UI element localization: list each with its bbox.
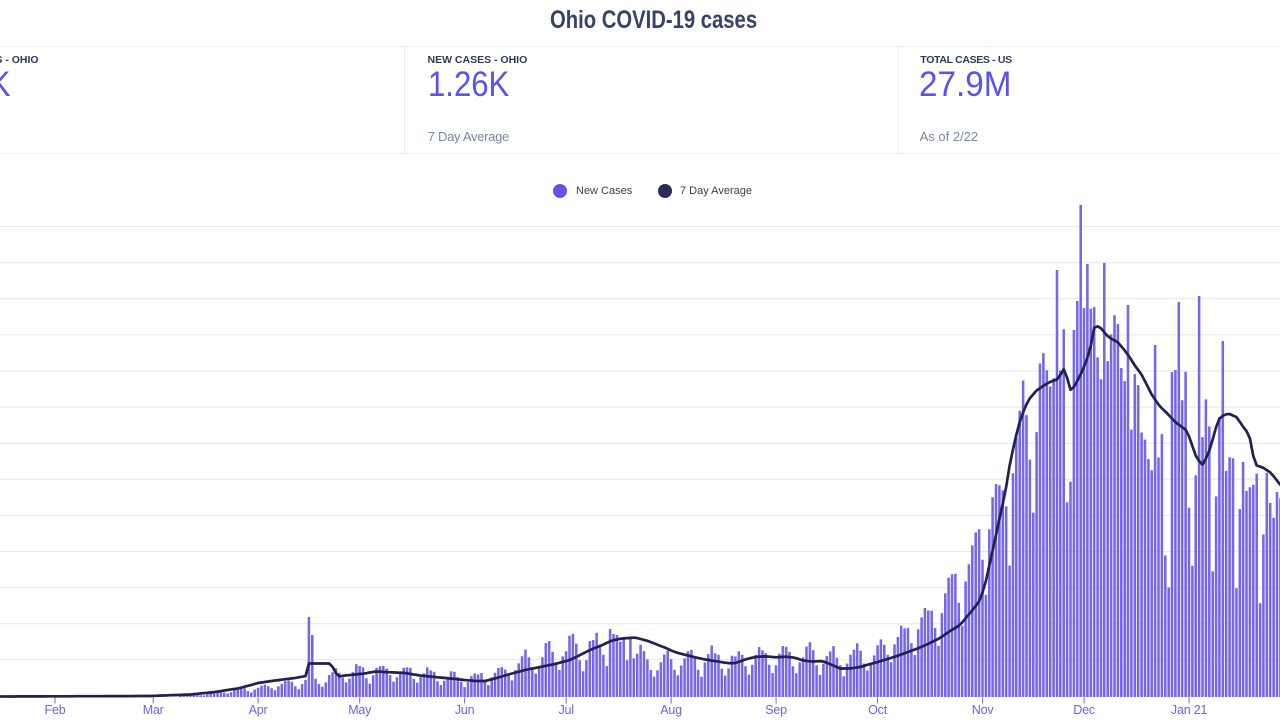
svg-text:Feb: Feb xyxy=(45,703,66,717)
svg-text:May: May xyxy=(348,703,372,717)
svg-text:Dec: Dec xyxy=(1073,703,1095,717)
svg-text:Mar: Mar xyxy=(143,703,164,717)
svg-text:Jul: Jul xyxy=(559,703,574,717)
svg-text:Nov: Nov xyxy=(972,703,995,717)
svg-text:Oct: Oct xyxy=(868,703,888,717)
svg-text:Jun: Jun xyxy=(455,703,475,717)
svg-text:Apr: Apr xyxy=(249,703,268,717)
svg-text:Jan 21: Jan 21 xyxy=(1171,703,1208,717)
svg-text:Aug: Aug xyxy=(660,703,682,717)
svg-text:Sep: Sep xyxy=(765,703,787,717)
